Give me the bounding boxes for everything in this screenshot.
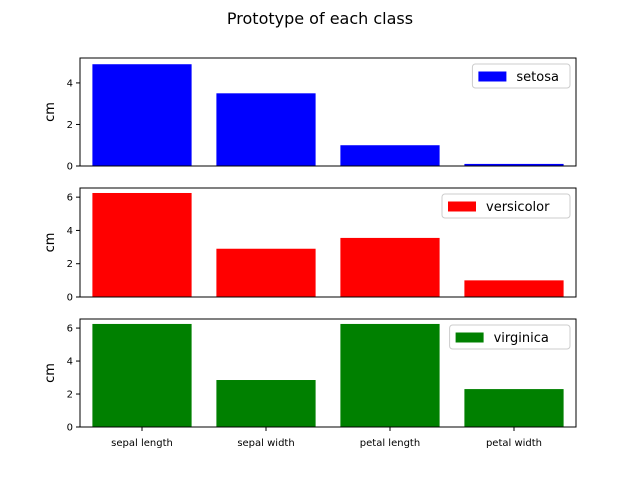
ytick-label-versicolor-2: 4: [67, 226, 73, 237]
panel-virginica: 0 2 4 6 cm virginica sepal length sepal width pe…: [43, 318, 577, 449]
panel-versicolor: 0 2 4 6 cm versicolor: [43, 187, 577, 304]
bar-versicolor-2: [340, 237, 440, 297]
ytick-label-virginica-1: 2: [67, 390, 73, 401]
legend-label-virginica: virginica: [494, 331, 549, 346]
legend-label-versicolor: versicolor: [486, 200, 550, 215]
bar-versicolor-0: [92, 192, 192, 297]
legend-box-setosa: [471, 63, 571, 89]
xtick-label-2: petal length: [360, 438, 420, 449]
ytick-label-versicolor-0: 0: [67, 293, 73, 304]
bar-versicolor-1: [216, 248, 316, 297]
bar-virginica-3: [464, 389, 564, 427]
panel-setosa: 0 2 4 cm setosa: [43, 57, 577, 173]
legend-swatch-virginica: [455, 332, 484, 343]
ytick-label-versicolor-1: 2: [67, 259, 73, 270]
bar-versicolor-3: [464, 280, 564, 297]
bar-virginica-1: [216, 380, 316, 427]
axes-frame-setosa: [79, 57, 577, 167]
legend-swatch-setosa: [478, 71, 507, 82]
ylabel-virginica: cm: [43, 363, 58, 383]
bar-setosa-1: [216, 93, 316, 166]
legend-box-versicolor: [441, 193, 571, 219]
bar-setosa-0: [92, 64, 192, 166]
legend-setosa: setosa: [471, 63, 571, 89]
ytick-label-setosa-2: 4: [67, 78, 73, 89]
legend-label-setosa: setosa: [516, 70, 559, 85]
legend-swatch-versicolor: [448, 201, 476, 212]
bar-virginica-2: [340, 323, 440, 427]
axes-frame-versicolor: [79, 187, 577, 298]
legend-box-virginica: [449, 324, 571, 350]
bar-virginica-0: [92, 323, 192, 427]
ytick-label-setosa-1: 2: [67, 120, 73, 131]
ytick-label-setosa-0: 0: [67, 162, 73, 173]
axes-frame-virginica: [79, 318, 577, 428]
xtick-label-3: petal width: [486, 438, 542, 449]
ytick-label-virginica-2: 4: [67, 357, 73, 368]
bar-setosa-2: [340, 145, 440, 166]
chart-panels: 0 2 4 cm setosa 0 2 4 6 cm versicolor 0 2 4 6 cm virgini…: [43, 57, 577, 449]
chart-title: Prototype of each class: [227, 9, 413, 28]
xtick-label-1: sepal width: [237, 438, 294, 449]
bar-setosa-3: [464, 163, 564, 166]
ylabel-setosa: cm: [43, 102, 58, 122]
ytick-label-versicolor-3: 6: [67, 193, 73, 204]
legend-versicolor: versicolor: [441, 193, 571, 219]
legend-virginica: virginica: [449, 324, 571, 350]
ytick-label-virginica-0: 0: [67, 423, 73, 434]
xtick-label-0: sepal length: [111, 438, 173, 449]
ytick-label-virginica-3: 6: [67, 324, 73, 335]
ylabel-versicolor: cm: [43, 233, 58, 253]
